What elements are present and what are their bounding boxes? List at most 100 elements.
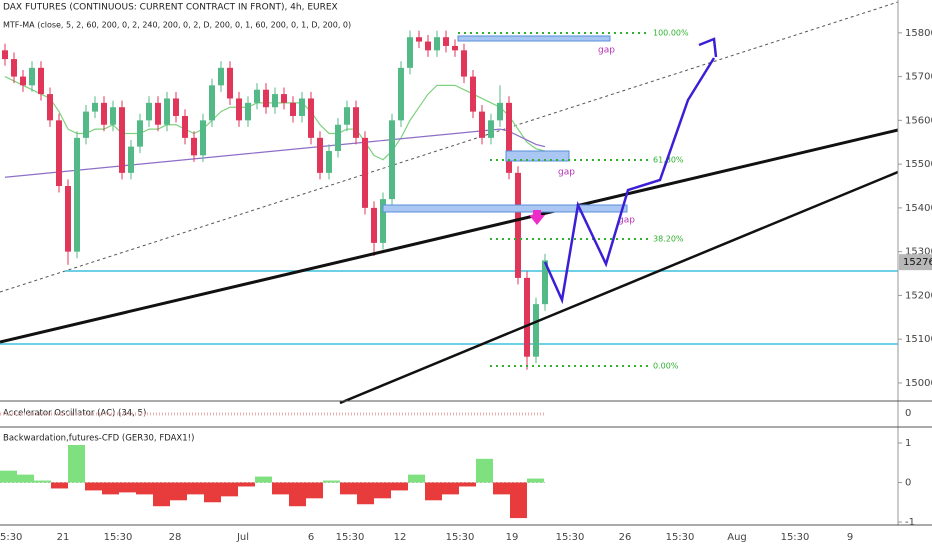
x-tick-label: 26 <box>619 532 632 543</box>
x-tick-label: 9 <box>847 532 853 543</box>
candle-body <box>119 107 125 173</box>
y-tick-label: 15500 <box>905 159 932 170</box>
osc-bar <box>153 482 170 507</box>
indicator-label: MTF-MA (close, 5, 2, 60, 200, 0, 2, 240,… <box>3 21 351 30</box>
candle-body <box>461 50 467 77</box>
candle-body <box>101 102 107 125</box>
osc-bar <box>425 482 442 501</box>
osc-bar <box>442 482 459 495</box>
candle-body <box>227 67 233 99</box>
gap-label: gap <box>598 46 615 56</box>
y-tick-label: 15100 <box>905 334 932 345</box>
osc-bar <box>476 458 493 483</box>
candle-body <box>533 304 539 357</box>
candle-body <box>191 137 197 156</box>
candle-body <box>272 94 278 108</box>
osc-bar <box>493 482 510 495</box>
fib-levels <box>458 32 650 367</box>
candle-body <box>263 89 269 108</box>
osc-bar <box>187 482 204 495</box>
x-tick-label: 28 <box>169 532 182 543</box>
osc-tick-label: -1 <box>905 517 915 528</box>
osc-bar <box>68 444 85 483</box>
osc-bar <box>221 482 238 497</box>
x-tick-label: 15:30 <box>781 532 810 543</box>
candle-body <box>74 137 80 252</box>
x-tick-label: 12 <box>394 532 407 543</box>
last-price-box <box>899 254 932 271</box>
candle-body <box>290 102 296 116</box>
candle-body <box>317 137 323 173</box>
fib-label: 38.20% <box>653 235 684 244</box>
candle-body <box>254 89 260 103</box>
ac-title: Accelerator Oscillator (AC) (34, 5) <box>3 409 146 419</box>
osc-bar <box>374 482 391 499</box>
y-tick-label: 15800 <box>905 28 932 39</box>
down-arrow <box>529 210 545 225</box>
fib-label: 100.00% <box>653 29 689 38</box>
candle-body <box>335 124 341 151</box>
osc-bar <box>357 482 374 505</box>
candle-body <box>155 102 161 125</box>
candle-body <box>362 137 368 208</box>
candle-body <box>371 207 377 243</box>
x-tick-label: 15:30 <box>0 532 22 543</box>
candle-body <box>299 98 305 116</box>
x-tick-label: 19 <box>506 532 519 543</box>
projection-arrowhead <box>698 37 718 58</box>
candle-body <box>308 98 314 138</box>
osc-bar <box>102 482 119 495</box>
candle-body <box>506 102 512 173</box>
candle-body <box>182 115 188 138</box>
gap-label: gap <box>558 168 575 178</box>
osc-bar <box>51 482 68 489</box>
gap-label: gap <box>618 216 635 226</box>
osc-bar <box>459 482 476 487</box>
x-tick-label: 15:30 <box>556 532 585 543</box>
candle-body <box>137 120 143 147</box>
x-tick-label: 15:30 <box>446 532 475 543</box>
candle-body <box>497 102 503 121</box>
osc-title: Backwardation,futures-CFD (GER30, FDAX1!… <box>3 434 194 444</box>
gap-zone <box>382 204 628 213</box>
last-price-label: 15276 <box>903 257 932 268</box>
candle-body <box>479 111 485 138</box>
osc-bar <box>136 482 153 495</box>
osc-bar <box>323 480 340 483</box>
candle-body <box>65 185 71 252</box>
osc-bar <box>306 482 323 499</box>
candle-body <box>200 120 206 156</box>
candle-body <box>515 172 521 278</box>
candle-body <box>542 260 548 305</box>
x-tick-label: 15:30 <box>336 532 365 543</box>
y-tick-label: 15400 <box>905 203 932 214</box>
osc-bar <box>238 482 255 487</box>
osc-bar <box>170 482 187 501</box>
osc-bar <box>408 474 425 483</box>
chart-title: DAX FUTURES (CONTINUOUS: CURRENT CONTRAC… <box>3 3 338 13</box>
candle-body <box>380 199 386 243</box>
candle-body <box>38 67 44 95</box>
candle-body <box>434 37 440 51</box>
candle-body <box>326 150 332 173</box>
candle-body <box>353 107 359 138</box>
osc-bar <box>119 482 136 493</box>
candle-body <box>524 277 530 357</box>
candle-body <box>164 98 170 125</box>
osc-bar <box>272 482 289 495</box>
y-tick-label: 15600 <box>905 115 932 126</box>
fib-label: 61.80% <box>653 156 684 165</box>
candle-body <box>11 59 17 77</box>
candle-body <box>398 67 404 121</box>
candle-body <box>146 102 152 121</box>
candle-body <box>20 76 26 86</box>
osc-bar <box>510 482 527 519</box>
candle-body <box>389 120 395 200</box>
fib-label: 0.00% <box>653 362 679 371</box>
candle-body <box>488 120 494 138</box>
osc-bar <box>527 478 544 483</box>
osc-tick-label: 1 <box>905 438 911 449</box>
candle-body <box>281 94 287 103</box>
x-tick-label: 21 <box>57 532 70 543</box>
